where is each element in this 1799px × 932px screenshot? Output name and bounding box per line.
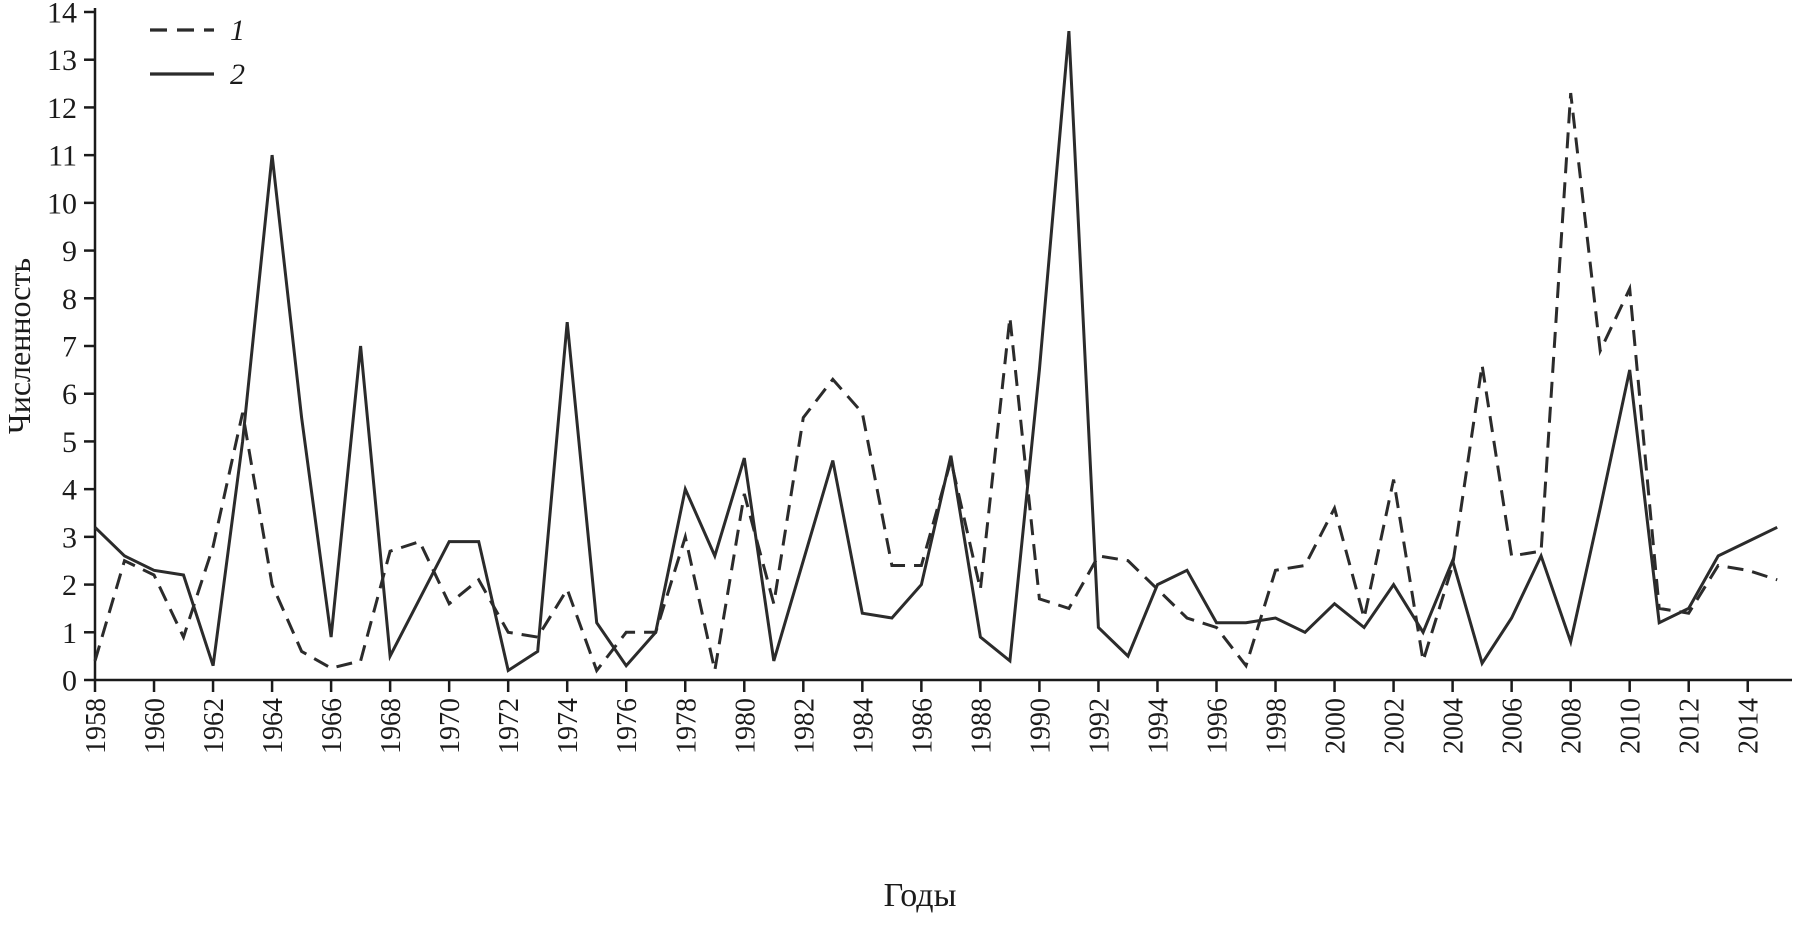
x-tick-label: 1982	[789, 698, 820, 754]
x-tick-label: 1996	[1202, 698, 1233, 754]
x-tick-label: 2000	[1321, 698, 1352, 754]
x-tick-label: 2004	[1439, 698, 1470, 754]
legend-label-1: 1	[230, 14, 245, 47]
y-tick-label: 5	[62, 426, 77, 459]
x-tick-label: 2012	[1675, 698, 1706, 754]
x-tick-label: 2006	[1498, 698, 1529, 754]
x-tick-label: 1988	[966, 698, 997, 754]
x-tick-label: 1970	[435, 698, 466, 754]
x-tick-label: 1976	[612, 698, 643, 754]
x-tick-label: 2002	[1380, 698, 1411, 754]
x-tick-label: 1978	[671, 698, 702, 754]
x-tick-label: 1986	[907, 698, 938, 754]
y-tick-label: 1	[62, 617, 77, 650]
y-tick-label: 9	[62, 235, 77, 268]
x-tick-label: 1980	[730, 698, 761, 754]
x-tick-label: 2014	[1734, 698, 1765, 754]
x-tick-label: 1966	[317, 698, 348, 754]
y-tick-label: 12	[47, 92, 77, 125]
y-tick-label: 13	[47, 44, 77, 77]
x-tick-label: 1992	[1084, 698, 1115, 754]
x-tick-label: 1958	[81, 698, 112, 754]
x-tick-label: 1964	[258, 698, 289, 754]
y-tick-label: 14	[47, 0, 77, 30]
series-1-line	[93, 92, 1778, 674]
y-tick-label: 0	[62, 665, 77, 698]
legend-label-2: 2	[230, 58, 245, 91]
x-tick-label: 1962	[199, 698, 230, 754]
x-tick-label: 1974	[553, 698, 584, 754]
x-tick-label: 1990	[1025, 698, 1056, 754]
x-tick-label: 1972	[494, 698, 525, 754]
x-tick-label: 1968	[376, 698, 407, 754]
y-tick-label: 10	[47, 187, 77, 220]
x-tick-label: 1984	[848, 698, 879, 754]
x-tick-label: 1960	[140, 698, 171, 754]
x-tick-label: 2010	[1616, 698, 1647, 754]
y-tick-label: 6	[62, 378, 77, 411]
legend: 12	[150, 14, 245, 91]
y-tick-label: 4	[62, 474, 77, 507]
x-axis-title: Годы	[884, 877, 957, 914]
y-axis-title: Численность	[1, 258, 37, 434]
x-tick-label: 1994	[1143, 698, 1174, 754]
y-tick-label: 11	[48, 140, 77, 173]
x-tick-label: 2008	[1557, 698, 1588, 754]
y-tick-label: 3	[62, 521, 77, 554]
series-2-line	[93, 30, 1778, 673]
y-tick-label: 7	[62, 331, 77, 364]
y-tick-label: 8	[62, 283, 77, 316]
y-tick-label: 2	[62, 569, 77, 602]
x-tick-label: 1998	[1262, 698, 1293, 754]
